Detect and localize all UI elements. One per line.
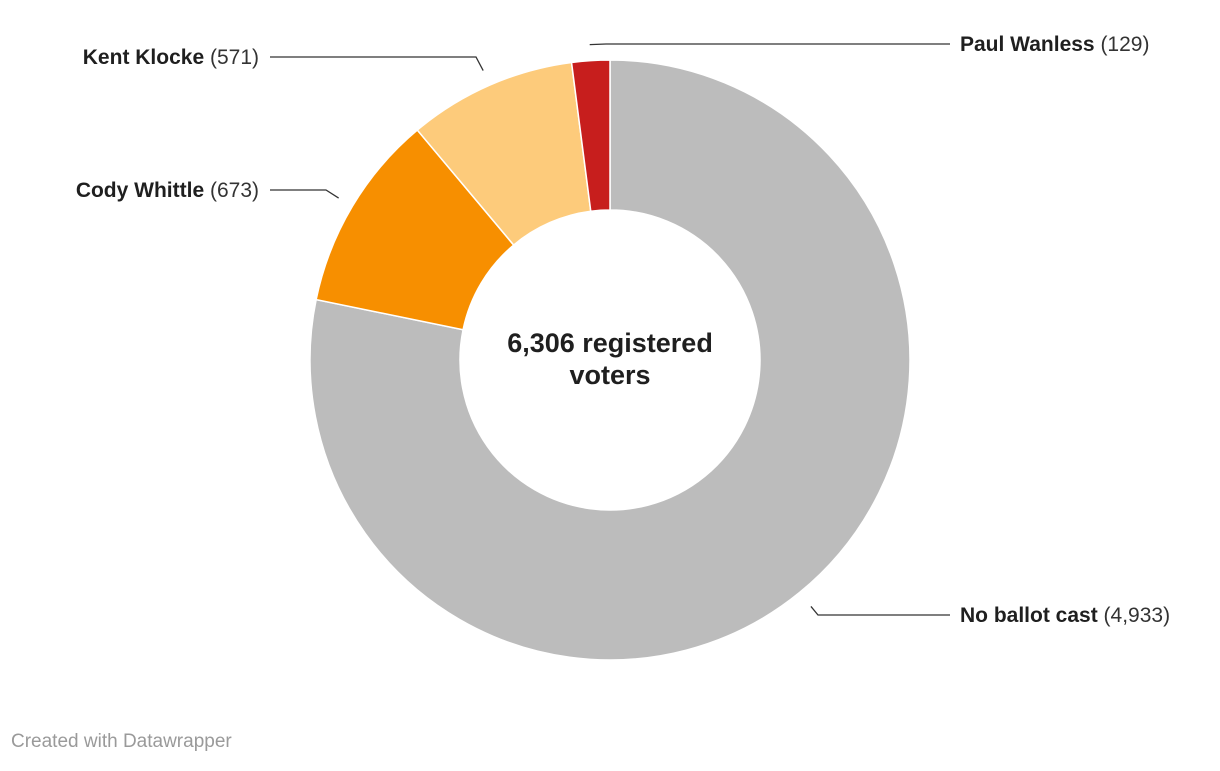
leader-line-no-ballot-cast xyxy=(810,606,950,616)
leader-line-cody-whittle xyxy=(270,189,339,199)
slice-value: (4,933) xyxy=(1098,604,1170,627)
slice-no-ballot-cast[interactable] xyxy=(309,59,911,661)
slice-name: Kent Klocke xyxy=(83,46,204,69)
slice-name: Paul Wanless xyxy=(960,33,1095,56)
slice-name: No ballot cast xyxy=(960,604,1098,627)
center-label-line-1: 6,306 registered xyxy=(507,328,713,358)
slice-label-cody-whittle: Cody Whittle (673) xyxy=(76,179,259,202)
center-label-line-2: voters xyxy=(569,360,650,390)
leader-line-kent-klocke xyxy=(270,56,484,71)
slice-label-kent-klocke: Kent Klocke (571) xyxy=(83,46,259,69)
slice-value: (129) xyxy=(1095,33,1150,56)
slice-paul-wanless[interactable] xyxy=(570,59,611,213)
slice-name: Cody Whittle xyxy=(76,179,204,202)
slice-value: (673) xyxy=(204,179,259,202)
slice-value: (571) xyxy=(204,46,259,69)
footer-credit[interactable]: Created with Datawrapper xyxy=(11,731,232,752)
slice-label-no-ballot-cast: No ballot cast (4,933) xyxy=(960,604,1170,627)
leader-line-paul-wanless xyxy=(589,43,950,46)
slice-label-paul-wanless: Paul Wanless (129) xyxy=(960,33,1149,56)
